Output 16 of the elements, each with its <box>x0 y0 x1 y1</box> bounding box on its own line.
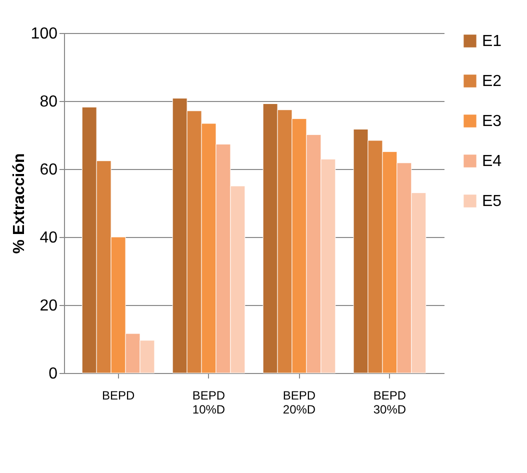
legend-label: E4 <box>482 153 502 170</box>
x-tick-label: BEPD <box>102 388 135 402</box>
y-axis-title: % Extracción <box>10 153 28 254</box>
legend-label: E3 <box>482 113 502 130</box>
y-tick-label: 0 <box>48 366 58 382</box>
y-tick-label: 20 <box>40 298 58 314</box>
legend-label: E2 <box>482 73 502 90</box>
x-tick-label: BEPD 30%D <box>373 388 406 416</box>
y-tick-label: 60 <box>40 162 58 178</box>
y-tick-label: 80 <box>40 94 58 110</box>
x-tick-label: BEPD 10%D <box>192 388 226 416</box>
legend-label: E5 <box>482 193 502 210</box>
y-tick-label: 40 <box>40 230 58 246</box>
legend-label: E1 <box>482 33 502 50</box>
y-tick-label: 100 <box>30 26 58 42</box>
x-tick-label: BEPD 20%D <box>282 388 316 416</box>
